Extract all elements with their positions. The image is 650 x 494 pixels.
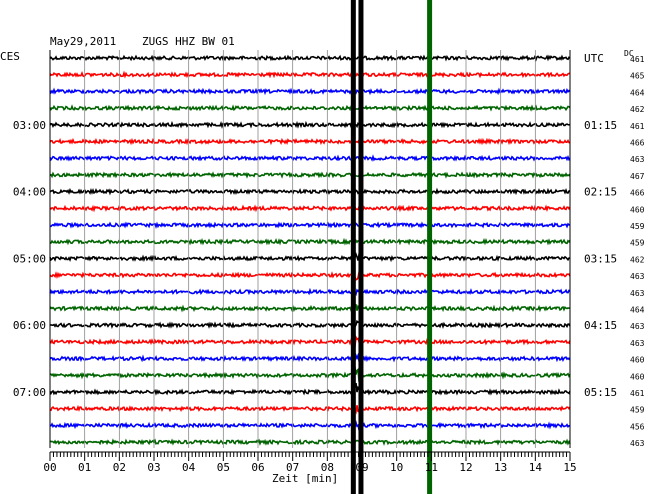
trace-19 bbox=[49, 367, 571, 386]
trace-22 bbox=[49, 419, 571, 433]
trace-21 bbox=[49, 404, 571, 415]
right-time-label: 03:15 bbox=[584, 252, 617, 265]
x-tick-label: 15 bbox=[563, 461, 576, 474]
trace-3 bbox=[49, 104, 571, 112]
trace-12 bbox=[49, 251, 570, 263]
trace-17 bbox=[49, 334, 571, 348]
dc-offset-label: 459 bbox=[630, 222, 645, 231]
dc-offset-label: 461 bbox=[630, 389, 645, 398]
right-time-label: 05:15 bbox=[584, 386, 617, 399]
right-time-label: 02:15 bbox=[584, 186, 617, 199]
minute-grid bbox=[49, 50, 571, 448]
x-tick-label: 11 bbox=[425, 461, 438, 474]
trace-14 bbox=[49, 287, 571, 299]
x-tick-label: 13 bbox=[494, 461, 507, 474]
trace-7 bbox=[49, 171, 571, 179]
trace-18 bbox=[49, 352, 571, 364]
dc-offset-label: 463 bbox=[630, 339, 645, 348]
dc-offset-label: 459 bbox=[630, 406, 645, 415]
dc-offset-label: 463 bbox=[630, 322, 645, 331]
x-tick-label: 07 bbox=[286, 461, 299, 474]
dc-offset-label: 464 bbox=[630, 306, 645, 315]
right-time-label: 04:15 bbox=[584, 319, 617, 332]
x-tick-label: 09 bbox=[355, 461, 368, 474]
left-time-label: 05:00 bbox=[13, 252, 46, 265]
dc-offset-label: 461 bbox=[630, 122, 645, 131]
event-markers bbox=[350, 0, 433, 494]
x-axis: 00 01 02 03 04 05 06 07 08 09 10 11 12 13 14 15 bbox=[43, 451, 577, 474]
trace-1 bbox=[49, 70, 570, 79]
trace-10 bbox=[50, 221, 571, 229]
seismic-traces bbox=[49, 54, 571, 446]
x-tick-label: 01 bbox=[78, 461, 91, 474]
dc-offset-label: 460 bbox=[630, 372, 645, 381]
x-tick-label: 08 bbox=[321, 461, 334, 474]
trace-13 bbox=[49, 271, 571, 281]
trace-16 bbox=[49, 319, 571, 331]
dc-offset-label: 465 bbox=[630, 72, 645, 81]
trace-20 bbox=[49, 382, 571, 396]
right-time-label: 01:15 bbox=[584, 119, 617, 132]
dc-label: DC bbox=[624, 49, 634, 58]
x-tick-label: 03 bbox=[147, 461, 160, 474]
trace-4 bbox=[49, 120, 571, 129]
trace-23 bbox=[49, 438, 571, 446]
left-time-label: 03:00 bbox=[13, 119, 46, 132]
dc-offset-label: 463 bbox=[630, 439, 645, 448]
dc-offset-label: 460 bbox=[630, 205, 645, 214]
trace-11 bbox=[49, 237, 571, 246]
dc-offset-label: 456 bbox=[630, 422, 645, 431]
dc-offset-label: 462 bbox=[630, 255, 645, 264]
x-tick-label: 12 bbox=[459, 461, 472, 474]
x-tick-label: 05 bbox=[217, 461, 230, 474]
dc-offset-label: 464 bbox=[630, 88, 645, 97]
x-tick-label: 02 bbox=[113, 461, 126, 474]
left-time-label: 06:00 bbox=[13, 319, 46, 332]
left-time-label: 04:00 bbox=[13, 186, 46, 199]
x-axis-label: Zeit [min] bbox=[272, 472, 338, 485]
dc-offset-label: 463 bbox=[630, 272, 645, 281]
x-tick-label: 06 bbox=[251, 461, 264, 474]
trace-15 bbox=[49, 303, 571, 314]
time-labels: 03:00 04:00 05:00 06:00 07:00 UTC 01:15 02:15 03… bbox=[13, 52, 645, 448]
x-tick-label: 10 bbox=[390, 461, 403, 474]
trace-6 bbox=[49, 154, 571, 162]
x-tick-label: 14 bbox=[529, 461, 543, 474]
x-tick-label: 04 bbox=[182, 461, 196, 474]
trace-5 bbox=[49, 137, 571, 146]
trace-0 bbox=[49, 54, 571, 62]
trace-8 bbox=[49, 187, 571, 196]
header-date: May29,2011 bbox=[50, 35, 116, 48]
dc-offset-label: 467 bbox=[630, 172, 645, 181]
header-station: ZUGS HHZ BW 01 bbox=[142, 35, 235, 48]
dc-offset-label: 462 bbox=[630, 105, 645, 114]
trace-2 bbox=[49, 87, 571, 96]
dc-offset-label: 466 bbox=[630, 189, 645, 198]
dc-offset-label: 463 bbox=[630, 289, 645, 298]
x-tick-label: 00 bbox=[43, 461, 56, 474]
trace-9 bbox=[49, 204, 571, 213]
right-time-label: UTC bbox=[584, 52, 604, 65]
dc-offset-label: 460 bbox=[630, 356, 645, 365]
dc-offset-label: 463 bbox=[630, 155, 645, 164]
left-time-label: 07:00 bbox=[13, 386, 46, 399]
left-timezone: CES bbox=[0, 50, 20, 63]
dc-offset-label: 459 bbox=[630, 239, 645, 248]
dc-offset-label: 461 bbox=[630, 55, 645, 64]
dc-offset-label: 466 bbox=[630, 139, 645, 148]
